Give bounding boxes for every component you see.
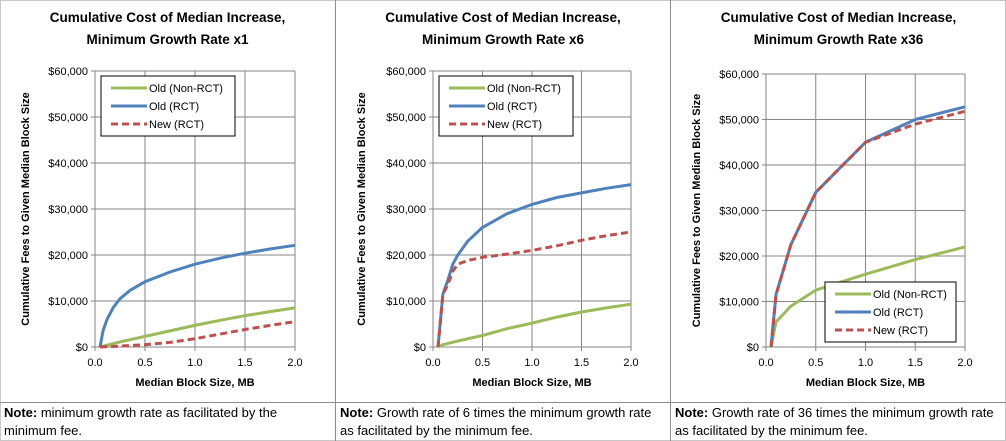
note-label: Note: — [340, 405, 374, 420]
chart-title-line: Minimum Growth Rate x36 — [754, 32, 924, 47]
y-tick-label: $40,000 — [719, 160, 759, 172]
x-tick-label: 2.0 — [287, 357, 302, 369]
x-tick-label: 0.0 — [425, 357, 440, 369]
note-x36: Note: Growth rate of 36 times the minimu… — [670, 403, 1006, 441]
legend-label: Old (RCT) — [873, 307, 923, 319]
legend-label: Old (Non-RCT) — [487, 83, 561, 95]
legend-label: Old (Non-RCT) — [873, 289, 947, 301]
chart-title-line: Cumulative Cost of Median Increase, — [721, 10, 957, 25]
y-tick-label: $50,000 — [48, 112, 88, 124]
y-tick-label: $30,000 — [719, 206, 759, 218]
note-text: minimum growth rate as facilitated by th… — [4, 405, 278, 438]
x-tick-label: 1.0 — [187, 357, 202, 369]
chart-title-line: Cumulative Cost of Median Increase, — [50, 10, 286, 25]
note-label: Note: — [675, 405, 709, 420]
series-line — [99, 320, 296, 349]
x-tick-label: 1.5 — [908, 357, 923, 369]
y-tick-label: $10,000 — [386, 296, 426, 308]
x-tick-label: 0.5 — [137, 357, 152, 369]
y-tick-label: $0 — [747, 342, 759, 354]
series-line — [98, 243, 296, 348]
x-tick-label: 2.0 — [623, 357, 638, 369]
x-axis-label: Median Block Size, MB — [472, 377, 591, 389]
chart-panel-x36: Cumulative Cost of Median Increase, Minim… — [670, 0, 1006, 403]
note-text: Growth rate of 36 times the minimum grow… — [675, 405, 994, 438]
y-tick-label: $20,000 — [386, 250, 426, 262]
x-tick-label: 1.5 — [237, 357, 252, 369]
legend-label: New (RCT) — [873, 325, 928, 337]
y-tick-label: $0 — [76, 342, 88, 354]
x-tick-label: 1.0 — [524, 357, 539, 369]
y-tick-label: $40,000 — [386, 158, 426, 170]
legend-label: Old (RCT) — [487, 101, 537, 113]
y-axis-label: Cumulative Fees to Given Median Block Si… — [20, 92, 32, 326]
x-tick-label: 0.5 — [808, 357, 823, 369]
note-label: Note: — [4, 405, 38, 420]
y-tick-label: $40,000 — [48, 158, 88, 170]
x-tick-label: 0.0 — [758, 357, 773, 369]
series-line — [769, 245, 966, 348]
chart-x6: Cumulative Cost of Median Increase, Minim… — [356, 10, 639, 389]
y-tick-label: $60,000 — [386, 66, 426, 78]
series-line — [436, 183, 632, 348]
series-line — [99, 306, 296, 349]
x-tick-label: 0.5 — [475, 357, 490, 369]
y-tick-label: $10,000 — [719, 297, 759, 309]
x-tick-label: 1.0 — [858, 357, 873, 369]
legend-label: New (RCT) — [149, 119, 204, 131]
divider — [0, 402, 1006, 403]
y-tick-label: $30,000 — [386, 204, 426, 216]
y-tick-label: $60,000 — [48, 66, 88, 78]
series-line — [769, 109, 966, 348]
y-tick-label: $20,000 — [719, 251, 759, 263]
y-tick-label: $20,000 — [48, 250, 88, 262]
series-line — [437, 302, 632, 349]
legend — [438, 75, 574, 137]
chart-title-line: Minimum Growth Rate x1 — [86, 32, 249, 47]
legend-label: Old (RCT) — [149, 101, 199, 113]
x-axis-label: Median Block Size, MB — [806, 377, 925, 389]
series-line — [436, 230, 632, 348]
x-tick-label: 2.0 — [957, 357, 972, 369]
x-axis-label: Median Block Size, MB — [135, 377, 254, 389]
y-tick-label: $30,000 — [48, 204, 88, 216]
x-tick-label: 0.0 — [87, 357, 102, 369]
y-tick-label: $50,000 — [719, 115, 759, 127]
chart-x1: Cumulative Cost of Median Increase, Minim… — [20, 10, 303, 389]
note-text: Growth rate of 6 times the minimum growt… — [340, 405, 652, 438]
x-tick-label: 1.5 — [574, 357, 589, 369]
y-axis-label: Cumulative Fees to Given Median Block Si… — [691, 94, 703, 328]
legend-label: New (RCT) — [487, 119, 542, 131]
y-tick-label: $10,000 — [48, 296, 88, 308]
y-axis-label: Cumulative Fees to Given Median Block Si… — [356, 92, 368, 326]
note-x1: Note: minimum growth rate as facilitated… — [0, 403, 335, 441]
chart-title-line: Cumulative Cost of Median Increase, — [385, 10, 621, 25]
chart-panel-x1: Cumulative Cost of Median Increase, Minim… — [0, 0, 335, 403]
chart-title-line: Minimum Growth Rate x6 — [422, 32, 585, 47]
y-tick-label: $60,000 — [719, 69, 759, 81]
y-tick-label: $0 — [414, 342, 426, 354]
chart-panel-x6: Cumulative Cost of Median Increase, Minim… — [335, 0, 670, 403]
note-x6: Note: Growth rate of 6 times the minimum… — [335, 403, 670, 441]
legend-label: Old (Non-RCT) — [149, 83, 223, 95]
y-tick-label: $50,000 — [386, 112, 426, 124]
chart-x36: Cumulative Cost of Median Increase, Minim… — [691, 10, 973, 389]
